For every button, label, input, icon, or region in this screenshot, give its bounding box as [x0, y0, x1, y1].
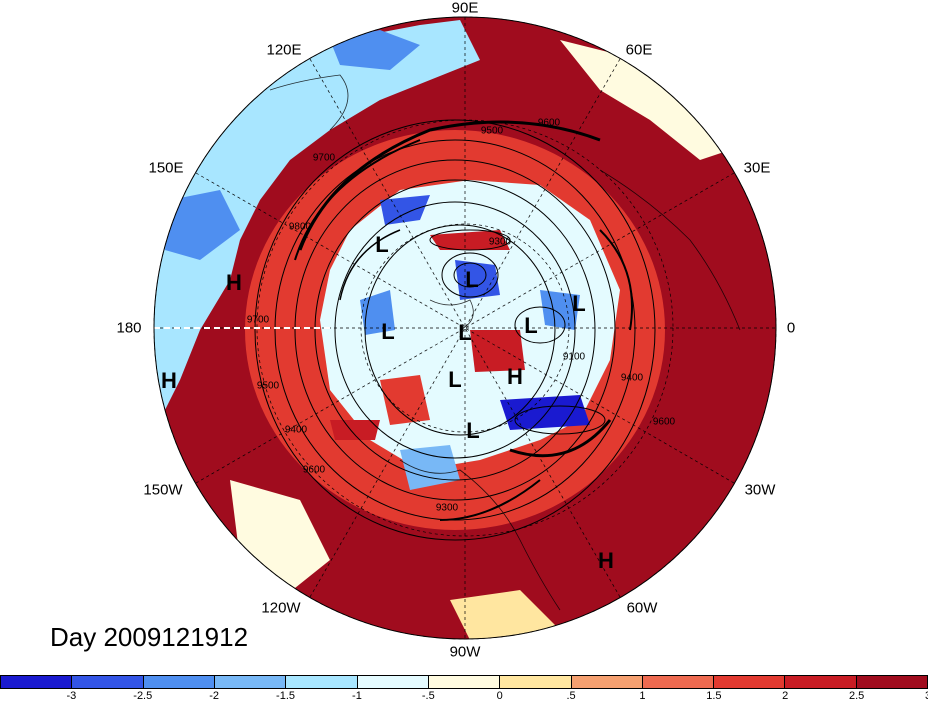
lon-label-150e: 150E — [148, 159, 184, 177]
anomaly-polar-blue-2 — [455, 260, 500, 300]
anomaly-polar-red-1 — [470, 330, 525, 372]
colorbar-tick-label: 2.5 — [848, 690, 865, 702]
lon-label-30e: 30E — [743, 159, 771, 177]
low-pressure-marker: L — [448, 367, 462, 392]
lon-label-180: 180 — [116, 319, 142, 337]
contour-label: 9500 — [256, 380, 280, 392]
lon-label-0: 0 — [786, 319, 796, 337]
contour-label: 9600 — [652, 416, 676, 428]
colorbar-box — [500, 676, 572, 688]
colorbar-box — [856, 676, 928, 688]
lon-label-120w: 120W — [261, 599, 301, 617]
lon-label-150w: 150W — [143, 481, 183, 499]
low-pressure-marker: L — [381, 319, 395, 344]
map-border — [153, 16, 777, 640]
colorbar-tick-label: 3 — [925, 690, 928, 702]
high-pressure-marker: H — [598, 548, 614, 573]
contour-label: 9100 — [562, 351, 586, 363]
contour-label: 9700 — [246, 314, 270, 326]
colorbar-box — [642, 676, 715, 688]
contour-label: 9800 — [288, 221, 312, 233]
colorbar-tick-label: 2 — [782, 690, 789, 702]
colorbar-tick-label: .5 — [566, 690, 576, 702]
contour-label: 9700 — [312, 152, 336, 164]
graticule — [153, 16, 777, 640]
colorbar-box — [785, 676, 857, 688]
day-label: Day 2009121912 — [50, 622, 249, 652]
colorbar-tick-label: -2 — [209, 690, 220, 702]
contour-label: 9600 — [302, 464, 326, 476]
colorbar-tick-label: -3 — [66, 690, 77, 702]
colorbar-tick-label: 0 — [496, 690, 503, 702]
coastlines — [269, 74, 741, 611]
colorbar-box — [72, 676, 144, 688]
low-pressure-marker: L — [524, 313, 538, 338]
colorbar-tick-label: -1.5 — [276, 690, 296, 702]
anomaly-polar-blue-3 — [500, 395, 590, 430]
colorbar-tick-label: -.5 — [421, 690, 435, 702]
anomaly-polar-blue-5 — [540, 290, 580, 330]
anomaly-polar-warm-5 — [400, 445, 460, 490]
anomaly-polar-red-4 — [330, 420, 380, 440]
anomaly-cold-patch-1 — [165, 190, 240, 260]
lon-label-120e: 120E — [266, 41, 302, 59]
colorbar-tick-label: -2.5 — [133, 690, 153, 702]
height-contours — [254, 119, 656, 541]
lon-label-60e: 60E — [625, 41, 653, 59]
colorbar-tick-label: 1 — [639, 690, 646, 702]
lon-label-60w: 60W — [626, 599, 658, 617]
lon-label-90w: 90W — [449, 643, 481, 661]
colorbar-tick-label: 1.5 — [706, 690, 722, 702]
high-pressure-marker: H — [161, 368, 177, 393]
contour-label: 9300 — [435, 502, 459, 514]
colorbar-tick-label: -1 — [352, 690, 362, 702]
lon-label-90e: 90E — [451, 0, 479, 17]
low-pressure-marker: L — [465, 267, 479, 292]
contour-label: 9400 — [284, 424, 308, 436]
colorbar-box — [428, 676, 501, 688]
colorbar-box — [143, 676, 215, 688]
anomaly-polar-blue-1 — [380, 195, 430, 225]
high-pressure-marker: H — [226, 270, 242, 295]
lon-label-30w: 30W — [744, 481, 776, 499]
anomaly-neutral-sw — [450, 590, 560, 639]
low-pressure-marker: L — [572, 291, 586, 316]
anomaly-polar-red-3 — [380, 375, 430, 425]
colorbar — [0, 675, 928, 689]
low-pressure-marker: L — [458, 320, 472, 345]
colorbar-box — [357, 676, 429, 688]
anomaly-cold-patch-2 — [330, 30, 420, 70]
contour-label: 9600 — [537, 117, 561, 129]
colorbar-box — [286, 676, 358, 688]
low-pressure-marker: L — [466, 418, 480, 443]
contour-label: 9400 — [620, 372, 644, 384]
anomaly-polar-red-2 — [430, 230, 510, 250]
low-pressure-marker: L — [375, 232, 389, 257]
contour-label: 9500 — [480, 125, 504, 137]
anomaly-neutral-east — [560, 40, 730, 160]
high-pressure-marker: H — [507, 364, 523, 389]
colorbar-box — [714, 676, 786, 688]
colorbar-box — [571, 676, 643, 688]
contour-label: 9300 — [488, 236, 512, 248]
colorbar-box — [214, 676, 287, 688]
colorbar-box — [1, 676, 73, 688]
